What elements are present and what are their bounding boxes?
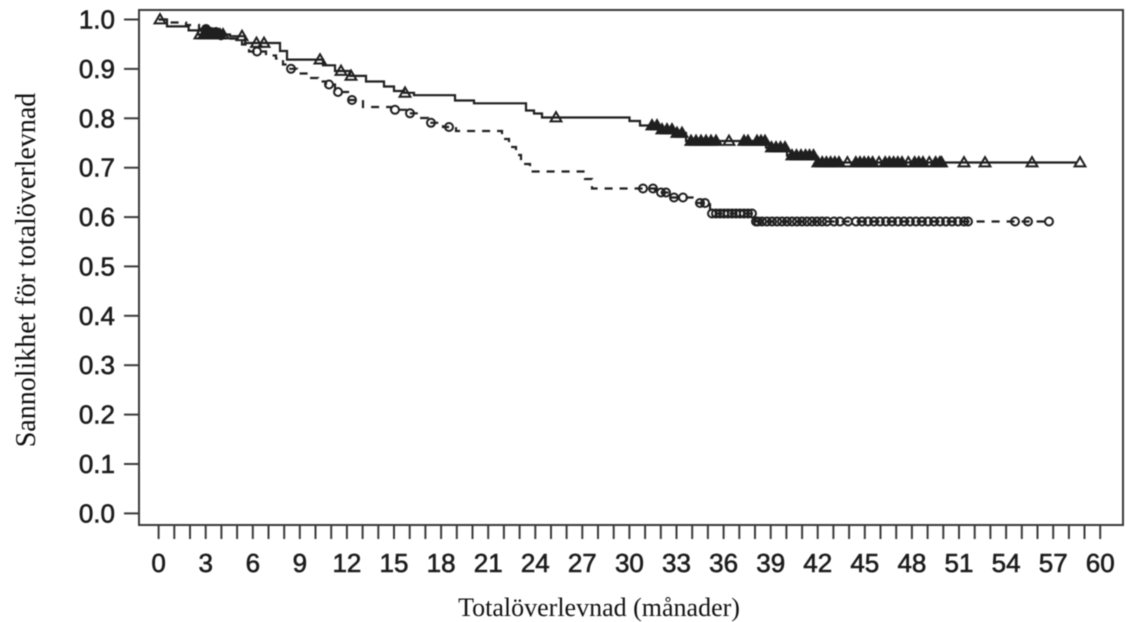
- svg-text:18: 18: [427, 548, 456, 578]
- svg-text:51: 51: [945, 548, 974, 578]
- svg-text:42: 42: [803, 548, 832, 578]
- svg-text:1.0: 1.0: [79, 5, 115, 35]
- svg-text:0.2: 0.2: [79, 400, 115, 430]
- svg-text:3: 3: [198, 548, 212, 578]
- svg-text:0.4: 0.4: [79, 301, 115, 331]
- svg-text:0.3: 0.3: [79, 350, 115, 380]
- svg-text:39: 39: [756, 548, 785, 578]
- svg-text:21: 21: [474, 548, 503, 578]
- svg-text:33: 33: [662, 548, 691, 578]
- svg-text:0.7: 0.7: [79, 153, 115, 183]
- svg-text:30: 30: [615, 548, 644, 578]
- svg-text:0.5: 0.5: [79, 251, 115, 281]
- svg-text:6: 6: [246, 548, 260, 578]
- svg-text:0.0: 0.0: [79, 498, 115, 528]
- svg-text:0.9: 0.9: [79, 54, 115, 84]
- svg-text:54: 54: [992, 548, 1021, 578]
- svg-text:0.8: 0.8: [79, 103, 115, 133]
- svg-text:15: 15: [380, 548, 409, 578]
- svg-text:60: 60: [1086, 548, 1115, 578]
- svg-text:0: 0: [151, 548, 165, 578]
- svg-text:24: 24: [521, 548, 550, 578]
- svg-text:Totalöverlevnad (månader): Totalöverlevnad (månader): [458, 593, 740, 622]
- svg-text:9: 9: [293, 548, 307, 578]
- svg-text:27: 27: [568, 548, 597, 578]
- svg-text:57: 57: [1039, 548, 1068, 578]
- svg-text:0.6: 0.6: [79, 202, 115, 232]
- svg-text:45: 45: [850, 548, 879, 578]
- svg-text:48: 48: [897, 548, 926, 578]
- svg-text:36: 36: [709, 548, 738, 578]
- svg-text:0.1: 0.1: [79, 449, 115, 479]
- svg-text:12: 12: [332, 548, 361, 578]
- svg-text:Sannolikhet för totalöverlevna: Sannolikhet för totalöverlevnad: [11, 93, 42, 448]
